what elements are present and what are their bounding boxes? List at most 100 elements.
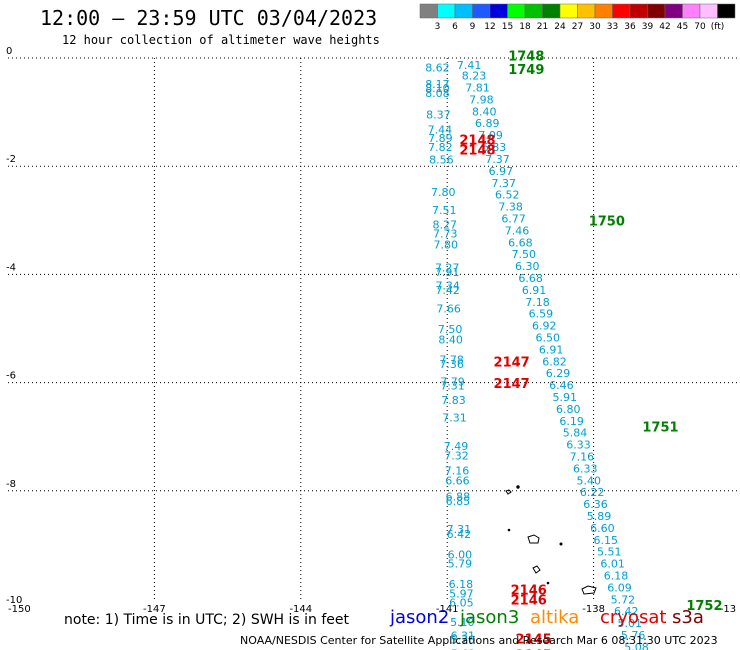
wave-height-value: 5.91 xyxy=(553,391,578,404)
color-legend: 3 6 9 12 15 18 21 24 27 30 33 36 39 42 45 70 (ft) xyxy=(419,3,736,32)
wave-height-value: 5.40 xyxy=(576,474,601,487)
wave-height-value: 5.89 xyxy=(587,510,612,523)
x-tick-label: -150 xyxy=(8,604,31,615)
time-label: 2148 xyxy=(459,134,495,149)
time-label: 2147 xyxy=(494,355,530,370)
wave-height-value: 6.77 xyxy=(501,212,526,225)
time-label: 2147 xyxy=(494,377,530,392)
wave-height-value: 8.40 xyxy=(472,105,497,118)
wave-height-value: 7.49 xyxy=(444,440,469,453)
wave-height-value: 7.42 xyxy=(435,284,460,297)
colorbar-label: 27 xyxy=(572,22,583,32)
wave-height-value: 7.38 xyxy=(498,201,523,214)
time-label: 2145 xyxy=(516,649,552,650)
time-label: 2146 xyxy=(511,593,547,608)
wave-height-value: 6.09 xyxy=(607,581,632,594)
wave-height-value: 7.37 xyxy=(492,177,517,190)
x-tick-label: -13 xyxy=(720,604,736,615)
satellite-legend-jason2: jason2 xyxy=(390,607,450,628)
y-tick-label: -8 xyxy=(6,479,16,490)
satellite-legend-jason3: jason3 xyxy=(460,607,520,628)
chart-subtitle: 12 hour collection of altimeter wave hei… xyxy=(62,33,380,47)
wave-height-value: 5.84 xyxy=(563,427,588,440)
wave-height-value: 5.97 xyxy=(449,587,474,600)
plot-area: -150 -147 -144 -141 -138 -130-2-4-6-8-107.418… xyxy=(6,46,740,650)
wave-height-value: 8.37 xyxy=(426,109,451,122)
wave-height-value: 6.68 xyxy=(508,236,533,249)
wave-height-value: 6.22 xyxy=(580,486,605,499)
time-label: 2146 xyxy=(511,584,547,599)
satellite-legend-s3a: s3a xyxy=(672,607,704,628)
wave-height-value: 6.42 xyxy=(614,605,639,618)
colorbar-label: 3 xyxy=(435,22,441,32)
wave-height-value: 5.79 xyxy=(448,558,473,571)
wave-height-value: 7.16 xyxy=(445,465,470,478)
wave-height-value: 7.50 xyxy=(438,323,463,336)
wave-height-value: 6.18 xyxy=(604,570,629,583)
time-label: 1750 xyxy=(589,215,625,230)
wave-height-value: 5.62 xyxy=(451,647,476,650)
footer-credit: NOAA/NESDIS Center for Satellite Applica… xyxy=(240,634,718,647)
wave-height-value: 5.76 xyxy=(621,629,646,642)
footer-note: note: 1) Time is in UTC; 2) SWH is in fe… xyxy=(64,612,350,628)
wave-height-value: 6.59 xyxy=(529,308,554,321)
wave-height-value: 6.00 xyxy=(448,548,473,561)
wave-height-value: 6.31 xyxy=(451,630,476,643)
colorbar-label: (ft) xyxy=(711,22,725,32)
y-tick-label: 0 xyxy=(6,46,12,57)
wave-height-value: 7.18 xyxy=(525,296,550,309)
wave-height-value: 7.66 xyxy=(436,302,461,315)
wave-height-value: 6.88 xyxy=(446,491,471,504)
colorbar-label: 6 xyxy=(452,22,458,32)
satellite-legend-altika: altika xyxy=(530,607,580,628)
wave-height-value: 6.82 xyxy=(542,355,567,368)
colorbar-label: 33 xyxy=(607,22,618,32)
wave-height-value: 5.01 xyxy=(617,617,642,630)
wave-height-value: 6.91 xyxy=(539,343,564,356)
colorbar-label: 30 xyxy=(589,22,601,32)
wave-height-value: 8.27 xyxy=(433,218,458,231)
wave-height-value: 7.36 xyxy=(439,358,464,371)
x-tick-label: -138 xyxy=(582,604,605,615)
colorbar-label: 39 xyxy=(642,22,654,32)
wave-height-value: 7.51 xyxy=(432,204,457,217)
colorbar-label: 45 xyxy=(677,22,688,32)
wave-height-value: 7.50 xyxy=(512,248,537,261)
time-label: 1751 xyxy=(642,420,678,435)
wave-height-value: 8.62 xyxy=(425,62,450,75)
y-tick-label: -4 xyxy=(6,262,16,273)
colorbar-label: 70 xyxy=(694,22,706,32)
wave-height-value: 6.52 xyxy=(495,189,520,202)
satellite-legend-cryosat: cryosat xyxy=(600,607,667,628)
x-tick-label: -141 xyxy=(436,604,459,615)
wave-height-value: 6.97 xyxy=(489,165,514,178)
wave-height-value: 6.36 xyxy=(583,498,608,511)
colorbar-label: 42 xyxy=(659,22,670,32)
wave-height-value: 7.37 xyxy=(485,153,510,166)
wave-height-value: 5.51 xyxy=(597,546,622,559)
wave-height-value: 7.09 xyxy=(478,129,503,142)
wave-height-value: 7.34 xyxy=(435,280,460,293)
wave-height-value: 7.16 xyxy=(570,451,595,464)
time-label: 1748 xyxy=(508,50,544,65)
colorbar-label: 18 xyxy=(519,22,531,32)
wave-height-value: 8.17 xyxy=(425,78,450,91)
wave-height-value: 7.89 xyxy=(428,132,453,145)
wave-height-value: 7.82 xyxy=(428,141,453,154)
wave-height-value: 6.05 xyxy=(449,597,474,610)
wave-height-value: 7.27 xyxy=(435,262,460,275)
time-label: 1749 xyxy=(508,63,544,78)
wave-height-value: 5.72 xyxy=(611,593,636,606)
x-tick-label: -144 xyxy=(289,604,312,615)
wave-height-value: 7.98 xyxy=(469,93,494,106)
wave-height-value: 6.85 xyxy=(446,495,471,508)
wave-height-value: 7.81 xyxy=(465,82,490,95)
wave-height-value: 7.78 xyxy=(439,354,464,367)
wave-height-value: 8.40 xyxy=(438,334,463,347)
wave-height-value: 6.68 xyxy=(518,272,543,285)
wave-height-value: 8.08 xyxy=(425,87,450,100)
colorbar-label: 9 xyxy=(470,22,476,32)
x-tick-label: -147 xyxy=(143,604,166,615)
wave-height-value: 6.01 xyxy=(600,558,625,571)
wave-height-value: 7.91 xyxy=(435,266,460,279)
